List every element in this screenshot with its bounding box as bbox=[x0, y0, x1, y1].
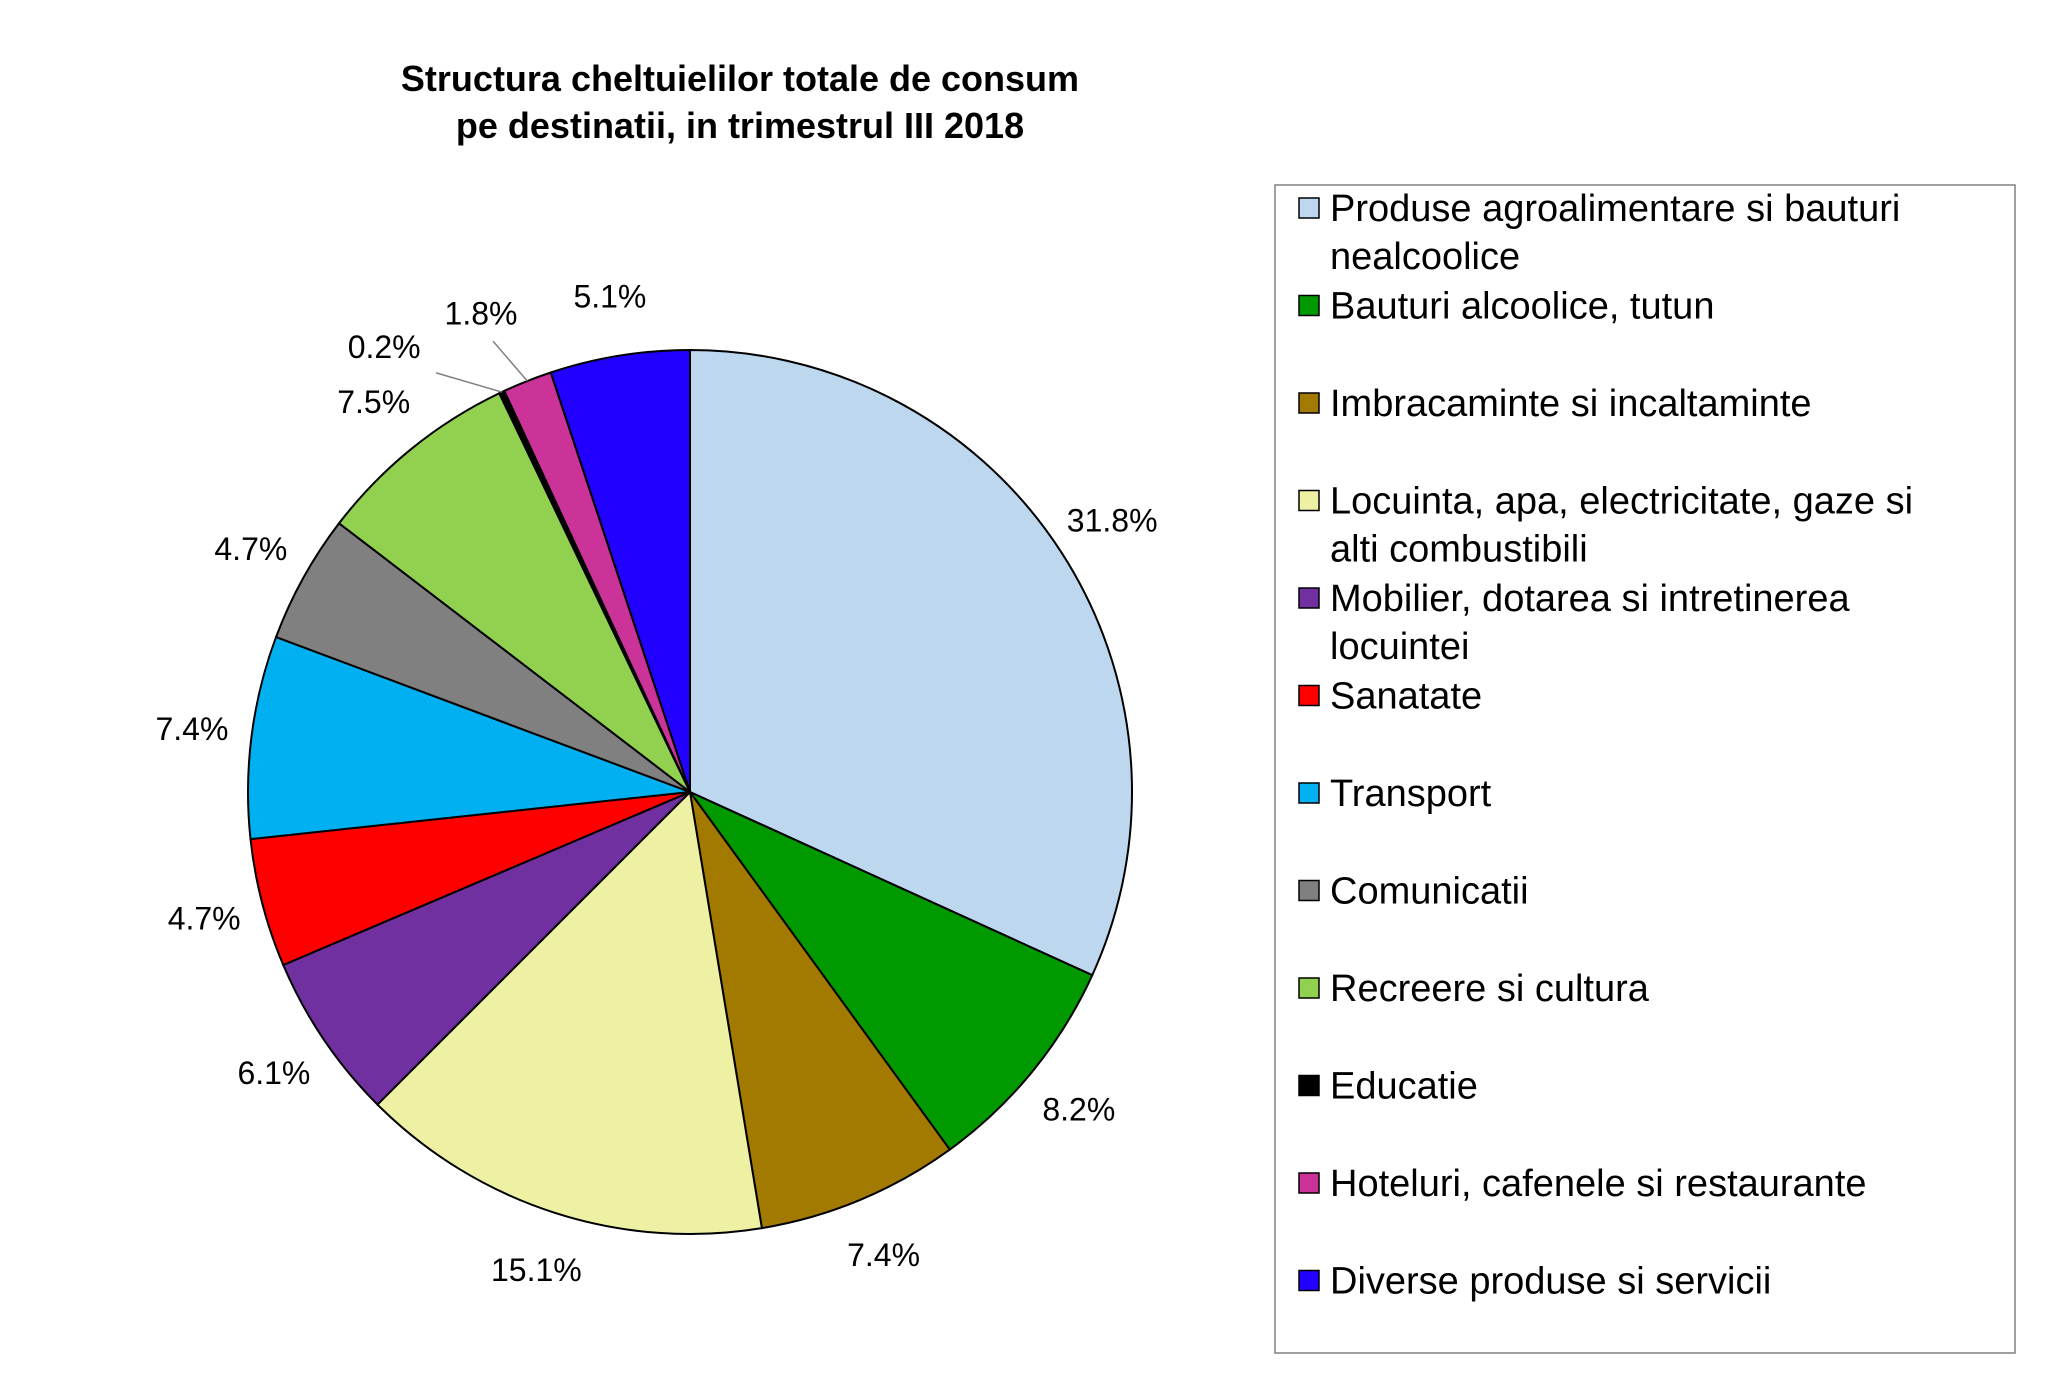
legend-swatch-imbracaminte-si-incaltaminte bbox=[1298, 392, 1320, 414]
legend-swatch-comunicatii bbox=[1298, 879, 1320, 902]
leader-line-educatie bbox=[435, 372, 503, 393]
legend-swatch-educatie bbox=[1298, 1074, 1320, 1097]
legend-box bbox=[1274, 184, 2016, 1354]
legend-item-sanatate: Sanatate bbox=[1298, 676, 1482, 718]
legend-swatch-locuinta-apa-electricitate-gaze-si-alti-combustibili bbox=[1298, 489, 1320, 512]
slice-label-hoteluri-cafenele-si-restaurante: 1.8% bbox=[445, 296, 518, 332]
legend: Produse agroalimentare si bauturi nealcoo… bbox=[1274, 184, 2016, 1354]
legend-label-recreere-si-cultura: Recreere si cultura bbox=[1330, 968, 1650, 1010]
pie-slice-transport bbox=[247, 635, 691, 841]
slice-label-recreere-si-cultura: 7.5% bbox=[337, 384, 410, 420]
chart-title: Structura cheltuielilor totale de consum… bbox=[401, 58, 1079, 146]
legend-label-sanatate: Sanatate bbox=[1330, 676, 1482, 718]
pie-slice-locuinta-apa-electricitate-gaze-si-alti-combustibili bbox=[376, 789, 764, 1235]
legend-item-bauturi-alcoolice-tutun: Bauturi alcoolice, tutun bbox=[1298, 286, 1714, 328]
slice-label-mobilier-dotarea-si-intretinerea-locuintei: 6.1% bbox=[237, 1055, 310, 1091]
chart-title-line-2: pe destinatii, in trimestrul III 2018 bbox=[456, 105, 1024, 146]
legend-label-produse-agroalimentare-si-bauturi-nealcoolice: Produse agroalimentare si bauturi nealcoo… bbox=[1330, 188, 1900, 278]
legend-label-bauturi-alcoolice-tutun: Bauturi alcoolice, tutun bbox=[1330, 286, 1714, 328]
slice-label-sanatate: 4.7% bbox=[168, 900, 241, 936]
slice-label-transport: 7.4% bbox=[155, 711, 228, 747]
legend-swatch-bauturi-alcoolice-tutun bbox=[1298, 294, 1320, 317]
pie-slice-mobilier-dotarea-si-intretinerea-locuintei bbox=[281, 791, 691, 1106]
slice-label-produse-agroalimentare-si-bauturi-nealcoolice: 31.8% bbox=[1067, 502, 1158, 538]
slice-labels: 31.8% 8.2% 7.4% 15.1% 6.1% 4.7% 7.4% 4.7% 7.5% 0.… bbox=[155, 278, 1157, 1287]
pie-slice-bauturi-alcoolice-tutun bbox=[686, 789, 1094, 1151]
legend-item-mobilier-dotarea-si-intretinerea-locuintei: Mobilier, dotarea si intretinerea locuint… bbox=[1298, 578, 1850, 668]
pie-slice-imbracaminte-si-incaltaminte bbox=[689, 791, 952, 1230]
slice-label-comunicatii: 4.7% bbox=[214, 531, 287, 567]
legend-item-educatie: Educatie bbox=[1298, 1066, 1478, 1108]
slice-label-bauturi-alcoolice-tutun: 8.2% bbox=[1042, 1092, 1115, 1128]
legend-label-diverse-produse-si-servicii: Diverse produse si servicii bbox=[1330, 1261, 1771, 1303]
legend-item-transport: Transport bbox=[1298, 773, 1492, 815]
slice-label-educatie: 0.2% bbox=[348, 329, 421, 365]
slice-label-diverse-produse-si-servicii: 5.1% bbox=[573, 278, 646, 314]
legend-swatch-recreere-si-cultura bbox=[1298, 977, 1320, 999]
pie-slice-produse-agroalimentare-si-bauturi-nealcoolice bbox=[689, 348, 1134, 977]
legend-label-imbracaminte-si-incaltaminte: Imbracaminte si incaltaminte bbox=[1330, 383, 1812, 425]
pie-slice-recreere-si-cultura bbox=[337, 391, 691, 793]
leader-line-hoteluri-cafenele-si-restaurante bbox=[492, 340, 528, 382]
legend-swatch-diverse-produse-si-servicii bbox=[1298, 1269, 1320, 1292]
legend-item-imbracaminte-si-incaltaminte: Imbracaminte si incaltaminte bbox=[1298, 383, 1812, 425]
legend-swatch-sanatate bbox=[1298, 684, 1320, 707]
legend-item-hoteluri-cafenele-si-restaurante: Hoteluri, cafenele si restaurante bbox=[1298, 1163, 1867, 1205]
legend-label-locuinta-apa-electricitate-gaze-si-alti-combustibili: Locuinta, apa, electricitate, gaze si alt… bbox=[1330, 481, 1913, 571]
legend-item-comunicatii: Comunicatii bbox=[1298, 871, 1529, 913]
legend-swatch-mobilier-dotarea-si-intretinerea-locuintei bbox=[1298, 587, 1320, 609]
legend-swatch-produse-agroalimentare-si-bauturi-nealcoolice bbox=[1298, 197, 1320, 219]
legend-label-mobilier-dotarea-si-intretinerea-locuintei: Mobilier, dotarea si intretinerea locuint… bbox=[1330, 578, 1850, 668]
legend-label-transport: Transport bbox=[1330, 773, 1492, 815]
slice-label-locuinta-apa-electricitate-gaze-si-alti-combustibili: 15.1% bbox=[491, 1252, 582, 1288]
legend-label-educatie: Educatie bbox=[1330, 1066, 1478, 1108]
pie-slices bbox=[247, 348, 1134, 1235]
slice-label-imbracaminte-si-incaltaminte: 7.4% bbox=[847, 1237, 920, 1273]
chart-title-line-1: Structura cheltuielilor totale de consum bbox=[401, 58, 1079, 99]
pie-slice-diverse-produse-si-servicii bbox=[549, 348, 691, 793]
legend-label-comunicatii: Comunicatii bbox=[1330, 871, 1529, 913]
legend-item-locuinta-apa-electricitate-gaze-si-alti-combustibili: Locuinta, apa, electricitate, gaze si alt… bbox=[1298, 481, 1913, 571]
legend-item-diverse-produse-si-servicii: Diverse produse si servicii bbox=[1298, 1261, 1771, 1303]
legend-item-recreere-si-cultura: Recreere si cultura bbox=[1298, 968, 1650, 1010]
legend-item-produse-agroalimentare-si-bauturi-nealcoolice: Produse agroalimentare si bauturi nealcoo… bbox=[1298, 188, 1900, 278]
legend-swatch-transport bbox=[1298, 782, 1320, 804]
legend-label-hoteluri-cafenele-si-restaurante: Hoteluri, cafenele si restaurante bbox=[1330, 1163, 1867, 1205]
legend-swatch-hoteluri-cafenele-si-restaurante bbox=[1298, 1172, 1320, 1194]
leader-lines bbox=[435, 340, 528, 393]
